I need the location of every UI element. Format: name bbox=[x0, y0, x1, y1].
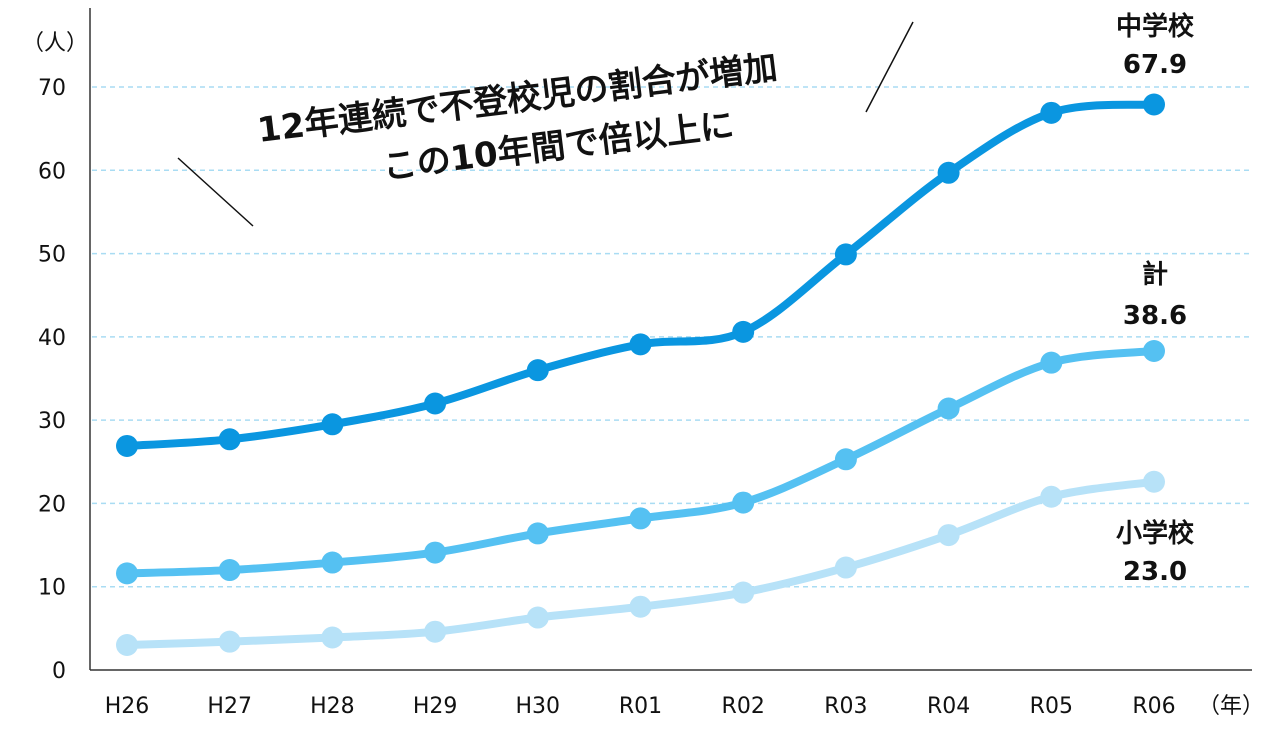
y-tick-label-40: 40 bbox=[38, 326, 66, 351]
y-tick-label-70: 70 bbox=[38, 76, 66, 101]
series-junior-high bbox=[116, 93, 1165, 457]
data-point-total-H30 bbox=[526, 522, 549, 545]
series-value-label-junior-high: 67.9 bbox=[1123, 50, 1187, 80]
data-point-total-R03 bbox=[834, 448, 857, 471]
y-tick-label-60: 60 bbox=[38, 159, 66, 184]
data-point-total-H27 bbox=[218, 559, 241, 582]
headline-annotation: 12年連続で不登校児の割合が増加 この10年間で倍以上に bbox=[177, 21, 914, 227]
series-value-label-elementary: 23.0 bbox=[1123, 557, 1187, 587]
y-tick-label-30: 30 bbox=[38, 409, 66, 434]
data-point-junior-high-H26 bbox=[116, 434, 138, 457]
data-point-elementary-H27 bbox=[218, 630, 241, 653]
data-point-elementary-R03 bbox=[834, 556, 857, 579]
data-point-junior-high-R01 bbox=[629, 333, 652, 356]
data-point-elementary-R01 bbox=[629, 595, 652, 618]
data-point-junior-high-H27 bbox=[218, 428, 241, 451]
data-point-junior-high-R03 bbox=[834, 243, 857, 266]
end-labels: 中学校 67.9 計 38.6 小学校 23.0 bbox=[1116, 11, 1195, 587]
data-point-junior-high-R06 bbox=[1143, 93, 1165, 116]
series-total bbox=[116, 340, 1165, 585]
data-point-elementary-R04 bbox=[937, 524, 960, 547]
y-tick-label-0: 0 bbox=[52, 659, 66, 684]
y-axis-unit: （人） bbox=[22, 31, 88, 56]
y-tick-labels: 0 10 20 30 40 50 60 70 bbox=[38, 76, 66, 684]
data-point-junior-high-H30 bbox=[526, 359, 549, 382]
data-point-elementary-R05 bbox=[1040, 485, 1063, 508]
series-name-label-elementary: 小学校 bbox=[1116, 518, 1195, 549]
data-point-junior-high-R02 bbox=[732, 320, 755, 343]
series-elementary bbox=[116, 470, 1165, 657]
data-point-elementary-H29 bbox=[424, 620, 447, 643]
data-point-elementary-H28 bbox=[321, 626, 344, 649]
data-point-total-R06 bbox=[1143, 340, 1165, 363]
y-tick-label-10: 10 bbox=[38, 576, 66, 601]
y-tick-label-50: 50 bbox=[38, 243, 66, 268]
x-tick-label-R01: R01 bbox=[619, 694, 662, 719]
data-point-total-R04 bbox=[937, 397, 960, 420]
x-tick-label-H26: H26 bbox=[105, 694, 150, 719]
data-point-elementary-H26 bbox=[116, 634, 138, 657]
data-point-total-R05 bbox=[1040, 351, 1063, 374]
y-tick-label-20: 20 bbox=[38, 492, 66, 517]
x-tick-label-H30: H30 bbox=[516, 694, 561, 719]
data-point-total-R02 bbox=[732, 491, 755, 514]
data-point-junior-high-R05 bbox=[1040, 101, 1063, 124]
x-tick-label-R06: R06 bbox=[1132, 694, 1175, 719]
grid-lines bbox=[92, 86, 1252, 588]
data-point-junior-high-H28 bbox=[321, 413, 344, 436]
x-tick-labels: H26 H27 H28 H29 H30 R01 R02 R03 R04 R05 R06 bbox=[105, 694, 1176, 719]
x-tick-label-H29: H29 bbox=[413, 694, 458, 719]
x-axis-unit: （年） bbox=[1198, 694, 1264, 719]
series-layer bbox=[116, 93, 1165, 657]
data-point-elementary-H30 bbox=[526, 606, 549, 629]
x-tick-label-H27: H27 bbox=[207, 694, 252, 719]
series-name-label-total: 計 bbox=[1142, 259, 1168, 290]
x-tick-label-H28: H28 bbox=[310, 694, 355, 719]
series-line-total bbox=[123, 347, 1158, 578]
data-point-junior-high-R04 bbox=[937, 161, 960, 184]
x-tick-label-R03: R03 bbox=[824, 694, 867, 719]
x-tick-label-R04: R04 bbox=[927, 694, 970, 719]
data-point-total-H28 bbox=[321, 551, 344, 574]
series-name-label-junior-high: 中学校 bbox=[1116, 11, 1195, 42]
x-tick-label-R05: R05 bbox=[1030, 694, 1073, 719]
series-value-label-total: 38.6 bbox=[1123, 301, 1187, 331]
headline-accent-right bbox=[865, 21, 914, 113]
data-point-total-H29 bbox=[424, 541, 447, 564]
headline-accent-left bbox=[177, 157, 254, 227]
x-tick-label-R02: R02 bbox=[722, 694, 765, 719]
data-point-total-R01 bbox=[629, 507, 652, 530]
data-point-elementary-R02 bbox=[732, 581, 755, 604]
data-point-junior-high-H29 bbox=[424, 392, 447, 415]
data-point-elementary-R06 bbox=[1143, 470, 1165, 493]
data-point-total-H26 bbox=[116, 562, 138, 585]
